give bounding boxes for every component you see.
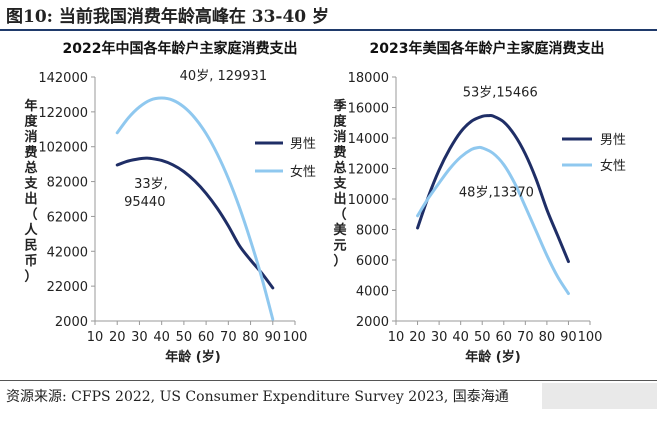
x-tick-label: 80 [539,330,556,345]
chart-title: 2023年美国各年龄户主家庭消费支出 [370,40,605,57]
x-tick-label: 40 [153,330,170,345]
y-tick-label: 18000 [348,71,389,86]
series-line-female [416,145,570,296]
y-tick-label: 2000 [55,315,88,330]
y-tick-label: 42000 [47,245,88,260]
x-tick-label: 80 [242,330,259,345]
series-line-female [115,96,275,321]
x-tick-label: 50 [176,330,193,345]
chart-title: 2022年中国各年龄户主家庭消费支出 [63,40,298,57]
x-tick-label: 40 [452,330,469,345]
x-tick-label: 60 [496,330,513,345]
us-consumption-chart: 2023年美国各年龄户主家庭消费支出 2000 4000 6000 8000 10000 1… [332,40,626,365]
x-tick-label: 100 [283,330,308,345]
x-tick-label: 10 [87,330,104,345]
data-annotation: 33岁, [134,177,168,192]
y-tick-label: 10000 [348,193,389,208]
legend-label-female: 女性 [290,164,316,180]
data-annotation: 95440 [124,195,165,210]
y-tick-label: 62000 [47,210,88,225]
data-annotation: 40岁, 129931 [180,69,267,84]
legend-label-male: 男性 [600,133,626,148]
y-tick-label: 82000 [47,176,88,191]
y-tick-label: 12000 [348,163,389,178]
x-axis-label: 年龄 (岁) [165,349,220,365]
x-tick-label: 10 [388,330,405,345]
y-axis-label: 季度消费总支出（美元） [332,98,347,269]
data-annotation: 48岁,13370 [459,186,534,201]
y-tick-label: 8000 [356,224,389,239]
x-tick-label: 70 [220,330,237,345]
x-tick-label: 30 [431,330,448,345]
x-tick-label: 100 [578,330,603,345]
y-tick-label: 6000 [356,254,389,269]
y-tick-label: 22000 [47,280,88,295]
x-tick-label: 70 [517,330,534,345]
x-tick-label: 30 [131,330,148,345]
legend-label-male: 男性 [290,137,316,152]
x-tick-label: 50 [474,330,491,345]
source-rule [0,380,657,381]
series-line-male [416,113,570,264]
y-tick-label: 4000 [356,285,389,300]
legend-label-female: 女性 [600,158,626,174]
y-axis-label: 年度消费总支出（人民币） [23,98,38,285]
x-tick-label: 20 [409,330,426,345]
title-rule [0,29,657,31]
y-tick-label: 102000 [38,141,88,156]
y-tick-label: 16000 [348,102,389,117]
x-tick-label: 90 [560,330,577,345]
x-tick-label: 60 [198,330,215,345]
figure-title: 图10: 当前我国消费年龄高峰在 33-40 岁 [6,7,330,27]
y-tick-label: 142000 [38,71,88,86]
x-axis-label: 年龄 (岁) [465,349,520,365]
china-consumption-chart: 2022年中国各年龄户主家庭消费支出 2000 22000 42000 62000 820… [23,40,316,365]
series-line-male [115,156,275,290]
watermark-overlay [542,383,657,409]
source-note: 资源来源: CFPS 2022, US Consumer Expenditure… [6,389,509,405]
y-tick-label: 2000 [356,315,389,330]
x-tick-label: 90 [265,330,282,345]
y-tick-label: 122000 [38,106,88,121]
x-tick-label: 20 [109,330,126,345]
y-tick-label: 14000 [348,132,389,147]
data-annotation: 53岁,15466 [463,86,538,101]
